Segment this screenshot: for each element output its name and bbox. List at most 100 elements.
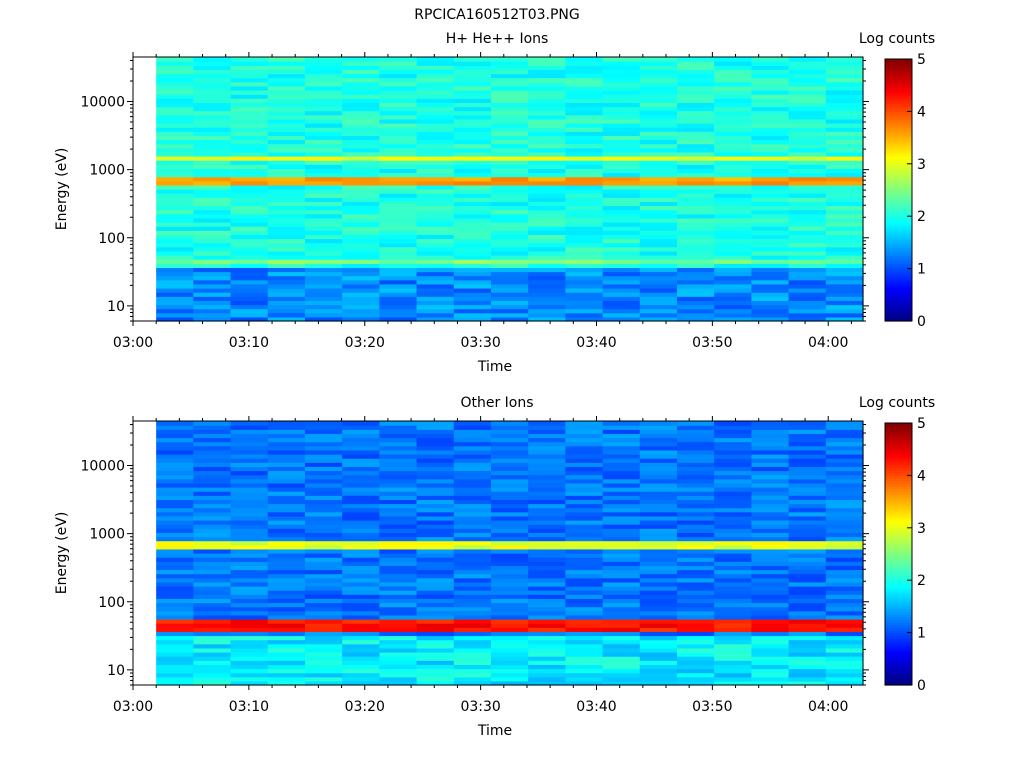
heatmap-cell — [416, 421, 455, 426]
heatmap-cell — [714, 304, 752, 310]
heatmap-cell — [304, 466, 343, 472]
heatmap-cell — [788, 421, 827, 426]
heatmap-cell — [230, 664, 269, 670]
heatmap-cell — [602, 151, 641, 157]
heatmap-cell — [342, 292, 380, 297]
heatmap-cell — [788, 433, 827, 439]
heatmap-cell — [193, 123, 232, 128]
heatmap-cell — [825, 668, 864, 674]
heatmap-cell — [751, 623, 790, 628]
heatmap-cell — [342, 98, 380, 103]
heatmap-cell — [788, 156, 827, 161]
heatmap-cell — [193, 602, 232, 608]
heatmap-cell — [193, 590, 232, 595]
heatmap-cell — [788, 495, 827, 500]
heatmap-cell — [565, 263, 604, 268]
heatmap-cell — [453, 259, 492, 264]
heatmap-cell — [267, 664, 306, 670]
heatmap-cell — [490, 222, 529, 227]
heatmap-cell — [528, 515, 566, 521]
heatmap-cell — [490, 304, 529, 310]
heatmap-cell — [230, 540, 269, 546]
heatmap-cell — [788, 176, 827, 182]
heatmap-cell — [416, 296, 455, 301]
heatmap-cell — [714, 110, 752, 116]
heatmap-cell — [639, 660, 678, 665]
heatmap-cell — [602, 643, 641, 649]
heatmap-cell — [490, 495, 529, 500]
heatmap-cell — [714, 226, 752, 231]
heatmap-cell — [490, 511, 529, 517]
colorbar-step — [885, 145, 912, 149]
heatmap-cell — [602, 623, 641, 628]
heatmap-cell — [267, 118, 306, 124]
heatmap-cell — [528, 664, 566, 670]
heatmap-cell — [156, 623, 194, 628]
heatmap-cell — [193, 458, 232, 463]
heatmap-cell — [825, 168, 864, 174]
heatmap-cell — [267, 586, 306, 591]
heatmap-cell — [825, 201, 864, 207]
heatmap-cell — [528, 425, 566, 430]
heatmap-cell — [825, 172, 864, 178]
heatmap-cell — [788, 193, 827, 198]
colorbar-step — [885, 134, 912, 139]
heatmap-cell — [193, 156, 232, 161]
heatmap-cell — [676, 520, 715, 525]
heatmap-cell — [565, 586, 604, 591]
heatmap-cell — [230, 77, 269, 83]
heatmap-cell — [342, 454, 380, 459]
heatmap-cell — [565, 594, 604, 599]
heatmap-cell — [565, 226, 604, 231]
heatmap-cell — [416, 631, 455, 637]
heatmap-cell — [304, 594, 343, 599]
heatmap-cell — [676, 586, 715, 591]
heatmap-cell — [156, 217, 194, 223]
heatmap-cell — [379, 300, 418, 306]
colorbar-step — [885, 679, 912, 683]
colorbar-step — [885, 247, 912, 251]
heatmap-cell — [156, 222, 194, 227]
heatmap-cell — [528, 61, 566, 66]
heatmap-cell — [193, 180, 232, 186]
heatmap-cell — [267, 110, 306, 116]
colorbar-step — [885, 153, 912, 157]
heatmap-cell — [379, 123, 418, 128]
heatmap-cell — [714, 300, 752, 306]
heatmap-cell — [490, 201, 529, 207]
heatmap-cell — [379, 652, 418, 657]
heatmap-cell — [602, 288, 641, 293]
heatmap-cell — [304, 561, 343, 566]
heatmap-cell — [379, 250, 418, 256]
heatmap-cell — [565, 548, 604, 554]
heatmap-cell — [193, 114, 232, 120]
heatmap-cell — [416, 189, 455, 194]
heatmap-cell — [453, 197, 492, 202]
heatmap-cell — [379, 238, 418, 244]
heatmap-cell — [342, 275, 380, 281]
colorbar-step — [885, 234, 912, 238]
heatmap-cell — [751, 102, 790, 108]
heatmap-cell — [788, 263, 827, 268]
heatmap-cell — [751, 462, 790, 467]
heatmap-cell — [751, 271, 790, 277]
heatmap-cell — [714, 458, 752, 463]
heatmap-cell — [490, 180, 529, 186]
heatmap-cell — [676, 230, 715, 235]
heatmap-cell — [565, 222, 604, 227]
colorbar-step — [885, 627, 912, 631]
heatmap-cell — [342, 544, 380, 550]
heatmap-cell — [490, 230, 529, 235]
heatmap-cell — [528, 259, 566, 264]
heatmap-cell — [230, 610, 269, 616]
heatmap-cell — [788, 213, 827, 219]
heatmap-cell — [379, 255, 418, 260]
heatmap-cell — [788, 312, 827, 318]
heatmap-cell — [156, 197, 194, 202]
heatmap-cell — [453, 283, 492, 289]
heatmap-cell — [193, 102, 232, 108]
heatmap-cell — [602, 672, 641, 678]
heatmap-cell — [565, 123, 604, 128]
heatmap-cell — [342, 308, 380, 314]
heatmap-cell — [602, 184, 641, 190]
